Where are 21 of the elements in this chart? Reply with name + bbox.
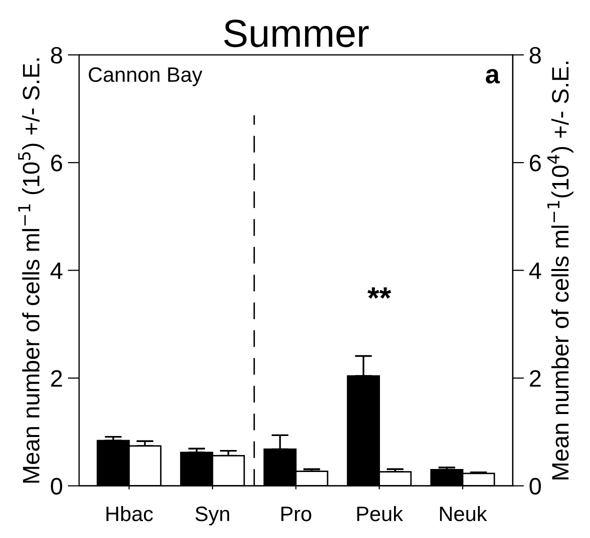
x-tick-label: Peuk xyxy=(357,506,404,522)
chart-title: Summer xyxy=(224,20,369,48)
y-tick-label: 0 xyxy=(50,478,62,495)
y-tick-label: 4 xyxy=(50,262,62,279)
y2-tick-label: 6 xyxy=(530,154,541,172)
x-tick-label: Pro xyxy=(281,506,312,522)
y2-tick-label: 4 xyxy=(529,262,542,279)
annotation: ** xyxy=(367,287,392,299)
y2-tick-label: 8 xyxy=(530,46,541,64)
y2-axis-title: Mean number of cells ml$^{−1}$(10$^{4}$) +/- S.E. xyxy=(547,62,574,480)
x-tick-label: Hbac xyxy=(106,506,153,522)
y-axis-title: Mean number of cells ml$^{−1}$ (10$^{5}$) +/- S.E. xyxy=(18,58,44,483)
y-tick-label: 6 xyxy=(51,154,62,172)
annotation: a xyxy=(486,69,500,84)
annotation: Cannon Bay xyxy=(88,67,202,86)
y2-tick-label: 2 xyxy=(530,370,541,387)
y-tick-label: 8 xyxy=(50,46,62,64)
y2-tick-label: 0 xyxy=(530,478,541,495)
y-tick-label: 2 xyxy=(51,370,62,387)
x-tick-label: Syn xyxy=(195,506,230,526)
x-tick-label: Neuk xyxy=(440,506,488,522)
